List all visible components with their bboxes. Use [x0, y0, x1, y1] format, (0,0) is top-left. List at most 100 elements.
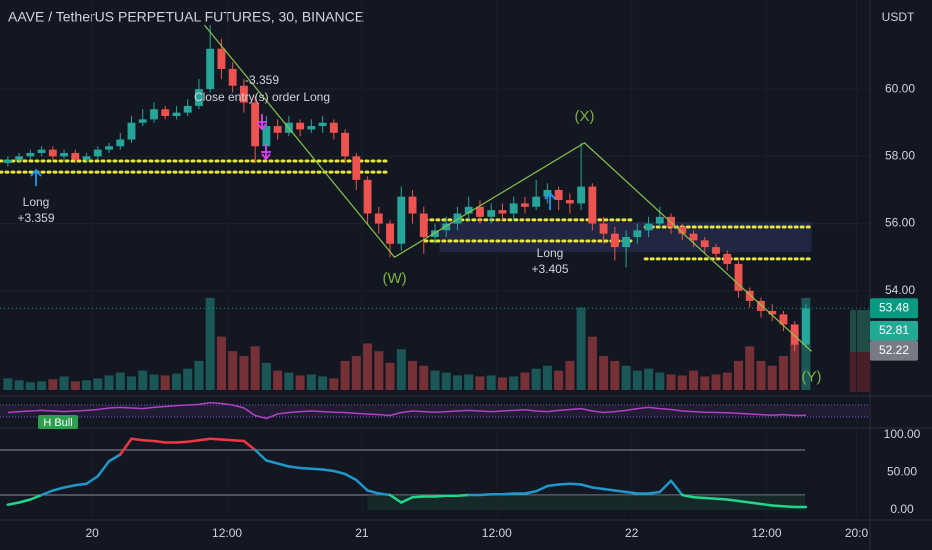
volume-bar — [610, 360, 620, 390]
volume-bar — [576, 307, 586, 390]
volume-bar — [700, 376, 710, 390]
annotation: -3.359 — [245, 73, 279, 87]
volume-bar — [599, 356, 609, 390]
indicator-segment — [62, 484, 77, 489]
volume-bar — [216, 336, 226, 390]
position-zone — [850, 310, 870, 352]
candle-body — [419, 213, 428, 238]
wave-label: (X) — [574, 108, 594, 125]
y-tick-label: 0.00 — [890, 502, 914, 516]
volume-bar — [408, 360, 418, 390]
indicator-segment — [759, 502, 774, 507]
candle-body — [195, 89, 203, 106]
candle-body — [93, 149, 102, 157]
indicator-segment — [534, 484, 549, 493]
volume-bar — [59, 376, 69, 390]
candle-body — [48, 149, 57, 157]
volume-bar — [306, 374, 316, 390]
x-tick-label: 20 — [85, 526, 99, 540]
candle-body — [3, 159, 12, 164]
candle-body — [71, 152, 80, 160]
indicator-segment — [624, 490, 639, 495]
candle-body — [633, 230, 642, 238]
indicator-segment — [231, 439, 246, 443]
volume-bar — [587, 336, 597, 390]
indicator-segment — [400, 496, 414, 504]
volume-bar — [790, 343, 800, 390]
indicator-segment — [141, 439, 156, 443]
volume-bar — [767, 365, 777, 390]
candle-body — [262, 126, 271, 147]
candle-body — [801, 308, 810, 345]
indicator-segment — [478, 493, 493, 497]
indicator-segment — [6, 501, 21, 506]
volume-bar — [48, 379, 58, 390]
volume-bar — [531, 368, 541, 390]
y-tick-label: 60.00 — [885, 81, 915, 95]
x-tick-label: 20:0 — [845, 526, 869, 540]
indicator-segment — [343, 472, 358, 482]
position-zone — [850, 352, 870, 392]
volume-bar — [82, 380, 92, 390]
candle-body — [307, 126, 316, 130]
candle-body — [779, 314, 788, 325]
candle-body — [217, 48, 226, 69]
indicator-segment — [40, 489, 55, 497]
indicator-segment — [725, 498, 740, 503]
volume-bar — [93, 378, 103, 390]
candle-body — [296, 122, 305, 130]
indicator-segment — [298, 466, 313, 470]
indicator-segment — [287, 465, 302, 470]
candle-body — [532, 196, 541, 207]
y-tick-label: 50.00 — [887, 465, 917, 479]
indicator-segment — [130, 437, 145, 442]
indicator-segment — [265, 459, 279, 465]
candle-body — [26, 152, 35, 157]
volume-bar — [250, 346, 260, 390]
candle-body — [397, 196, 406, 244]
volume-bar — [621, 365, 631, 390]
candle-body — [487, 210, 496, 217]
indicator-segment — [119, 437, 133, 456]
volume-bar — [430, 370, 440, 390]
candle-body — [768, 310, 777, 315]
indicator-segment — [748, 501, 763, 506]
candle-body — [228, 68, 237, 86]
wave-line — [204, 24, 812, 352]
candle-body — [588, 186, 597, 224]
indicator-segment — [85, 475, 100, 485]
volume-bar — [340, 360, 350, 390]
candle-body — [509, 203, 518, 214]
volume-bar — [3, 378, 13, 390]
candle-body — [565, 200, 574, 204]
indicator-segment — [310, 467, 324, 471]
candle-body — [273, 126, 282, 133]
indicator-segment — [276, 462, 291, 468]
indicator-fill — [367, 495, 805, 510]
candle-body — [577, 186, 586, 204]
volume-bar — [778, 356, 788, 390]
candle-body — [82, 156, 91, 160]
indicator-segment — [456, 493, 470, 497]
chart-title: AAVE / TetherUS PERPETUAL FUTURES, 30, B… — [8, 9, 364, 25]
candle-body — [239, 85, 248, 103]
candle-body — [408, 196, 417, 214]
x-tick-label: 12:00 — [752, 526, 782, 540]
indicator-segment — [546, 483, 560, 488]
candle-body — [622, 237, 631, 248]
annotation: Long — [23, 195, 50, 209]
candle-body — [431, 230, 439, 238]
indicator-segment — [96, 460, 111, 478]
price-badge — [870, 340, 918, 361]
candle-body — [127, 122, 136, 140]
volume-bar — [104, 375, 114, 390]
volume-bar — [464, 374, 474, 390]
indicator-segment — [557, 482, 572, 486]
candle-body — [105, 146, 113, 150]
indicator-segment — [737, 499, 751, 504]
wave-label: (Y) — [802, 368, 822, 385]
volume-bar — [363, 343, 373, 390]
indicator-segment — [411, 495, 426, 499]
candle-body — [520, 203, 529, 207]
